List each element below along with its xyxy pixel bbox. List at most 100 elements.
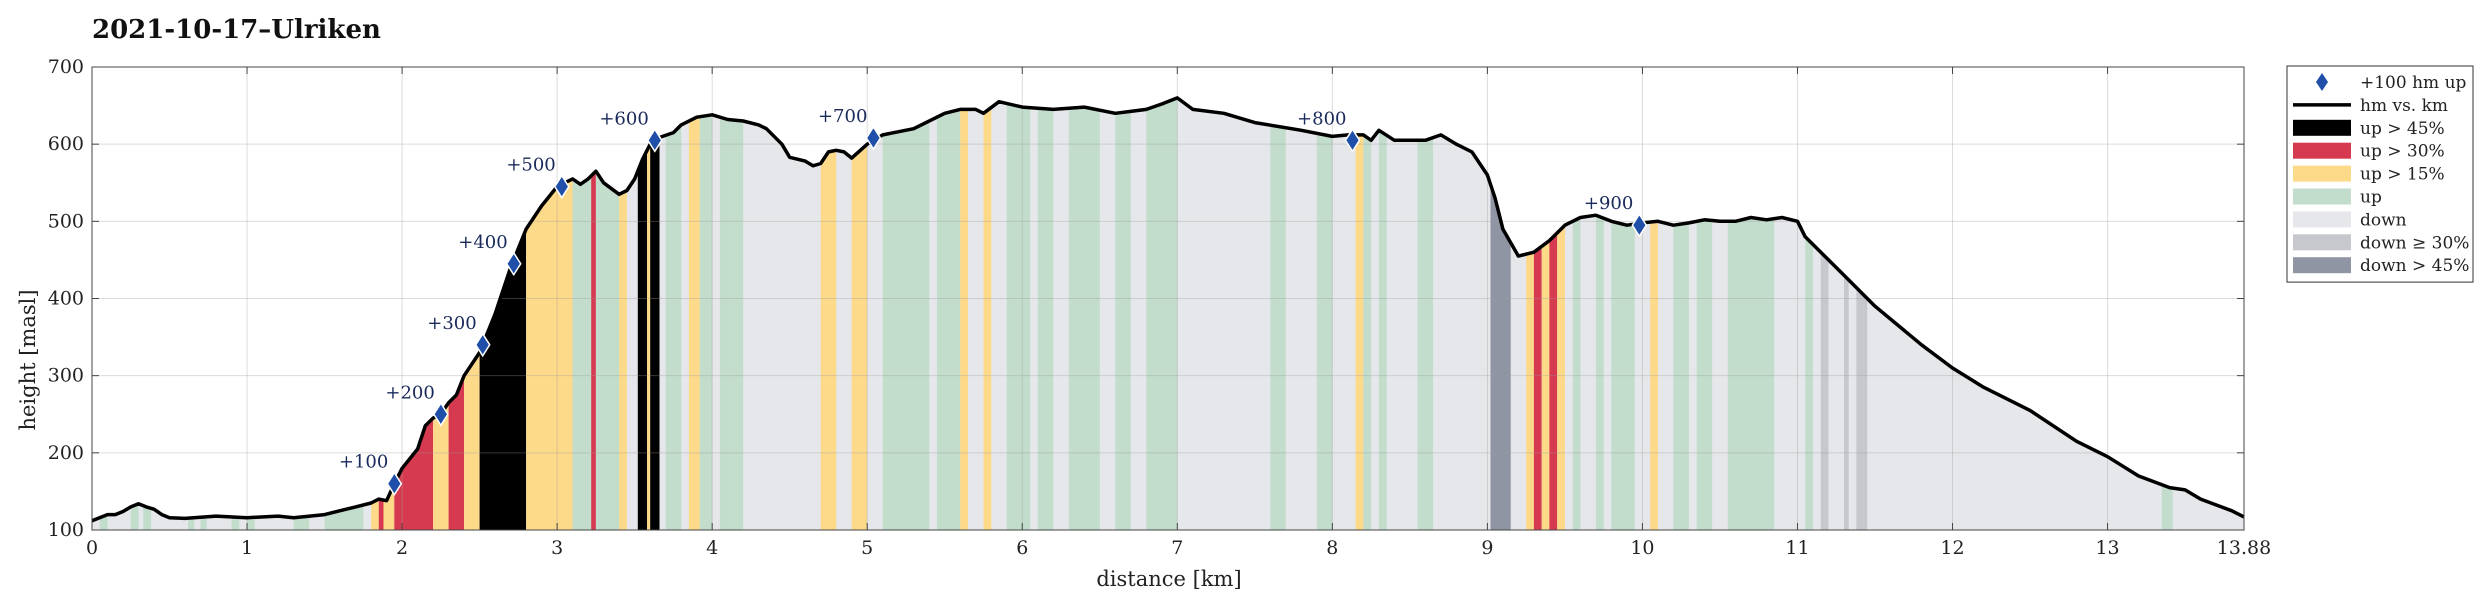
hm-marker-label: +400: [458, 232, 507, 253]
x-tick-label: 7: [1171, 537, 1183, 559]
legend-swatch-down45: [2293, 257, 2351, 274]
y-tick-label: 700: [48, 56, 84, 78]
x-axis-ticks: 0 1 2 3 4 5 6 7 8 9 10 11 12 13 13.88: [86, 67, 2271, 559]
grid-lines: [92, 67, 2244, 530]
band-up: [1316, 97, 1333, 530]
band-up15: [960, 97, 968, 530]
band-up: [1115, 97, 1131, 530]
band-up: [1068, 97, 1100, 530]
x-tick-label: 10: [1630, 537, 1654, 559]
hm-marker-label: +800: [1297, 108, 1346, 129]
y-axis-label: height [masl]: [16, 289, 40, 430]
band-up: [1595, 97, 1604, 530]
band-up45: [637, 97, 648, 530]
y-axis-ticks: 100 200 300 400 500 600 700: [48, 56, 2244, 541]
legend-label-down: down: [2360, 210, 2407, 230]
band-up: [699, 97, 713, 530]
chart-title: 2021-10-17–Ulriken: [92, 15, 381, 45]
band-up: [665, 97, 682, 530]
hm-marker-label: +900: [1584, 193, 1633, 214]
x-tick-label: 1: [241, 537, 253, 559]
hm-marker-diamond: [865, 125, 882, 151]
legend-label-up: up: [2360, 188, 2382, 208]
y-tick-label: 600: [48, 133, 84, 155]
band-up15: [647, 97, 651, 530]
band-up15: [1650, 97, 1658, 530]
x-tick-label: 5: [861, 537, 873, 559]
x-axis-label: distance [km]: [1096, 567, 1241, 591]
band-up: [1146, 97, 1178, 530]
hm-marker-diamond: [474, 332, 491, 358]
legend-swatch-marker: [2316, 73, 2328, 91]
x-tick-label: 8: [1326, 537, 1338, 559]
band-up15: [983, 97, 992, 530]
legend-label-line: hm vs. km: [2360, 96, 2448, 116]
band-up15: [1526, 97, 1534, 530]
band-up: [1572, 97, 1581, 530]
legend-swatch-down: [2293, 211, 2351, 228]
band-up: [1006, 97, 1031, 530]
x-tick-label: 13: [2095, 537, 2119, 559]
band-up: [1270, 97, 1286, 530]
y-tick-label: 400: [48, 288, 84, 310]
x-tick-label: 13.88: [2217, 537, 2271, 559]
band-up15: [1557, 97, 1565, 530]
hm-marker-diamond: [646, 127, 663, 153]
legend-swatch-up15: [2293, 165, 2351, 182]
x-tick-label: 6: [1016, 537, 1028, 559]
band-up30: [1549, 97, 1558, 530]
legend-label-down30: down ≥ 30%: [2360, 233, 2469, 253]
hm-marker-diamond: [1344, 127, 1361, 153]
hm-marker-diamond: [432, 401, 449, 427]
band-up15: [619, 97, 627, 530]
x-tick-label: 9: [1481, 537, 1493, 559]
band-up15: [851, 97, 868, 530]
legend-swatch-up30: [2293, 142, 2351, 159]
legend: +100 hm up hm vs. km up > 45% up > 30% up > …: [2286, 65, 2474, 283]
hm-marker-label: +200: [385, 382, 434, 403]
band-up: [1363, 97, 1372, 530]
hm-marker-label: +300: [427, 313, 476, 334]
hm-marker-label: +700: [818, 106, 867, 127]
band-up: [595, 97, 620, 530]
y-tick-label: 300: [48, 365, 84, 387]
hm-markers: +100 +200 +300 +400 +500 +600 +700 +800 +900: [339, 106, 1648, 497]
band-up15: [1541, 97, 1550, 530]
hm-marker-label: +100: [339, 452, 388, 473]
band-up: [1378, 97, 1387, 530]
x-tick-label: 12: [1940, 537, 1964, 559]
hm-marker-diamond: [553, 174, 570, 200]
x-tick-label: 11: [1785, 537, 1809, 559]
band-up: [882, 97, 930, 530]
band-down30: [1844, 97, 1849, 530]
x-tick-label: 2: [396, 537, 408, 559]
band-up: [730, 97, 744, 530]
legend-label-up15: up > 15%: [2360, 165, 2445, 185]
legend-label-up30: up > 30%: [2360, 142, 2445, 162]
band-up30: [1533, 97, 1542, 530]
band-up: [1805, 97, 1813, 530]
band-up15: [820, 97, 837, 530]
x-tick-label: 4: [706, 537, 718, 559]
elevation-profile-line: [91, 96, 2245, 523]
legend-swatch-up45: [2293, 119, 2351, 136]
band-down30: [1820, 97, 1829, 530]
hm-marker-label: +600: [599, 108, 648, 129]
hm-marker-label: +500: [506, 155, 555, 176]
hm-marker-diamond: [505, 251, 522, 277]
legend-label-down45: down > 45%: [2360, 256, 2469, 276]
band-up: [572, 97, 592, 530]
x-tick-label: 3: [551, 537, 563, 559]
band-up15: [688, 97, 700, 530]
legend-label-up45: up > 45%: [2360, 119, 2445, 139]
y-tick-label: 200: [48, 442, 84, 464]
band-up: [1037, 97, 1054, 530]
band-up15: [1355, 97, 1364, 530]
legend-swatch-up: [2293, 188, 2351, 205]
y-tick-label: 500: [48, 210, 84, 232]
band-up: [1417, 97, 1434, 530]
x-tick-label: 0: [86, 537, 98, 559]
plot-area: +100 +200 +300 +400 +500 +600 +700 +800 +900: [91, 66, 2245, 531]
band-up30: [591, 97, 596, 530]
